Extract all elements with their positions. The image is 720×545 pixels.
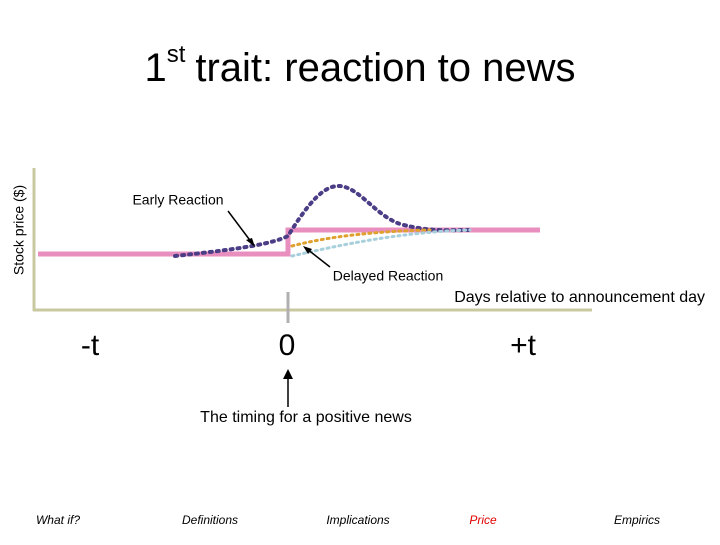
- delayed-arrow: [306, 248, 331, 268]
- nav-link[interactable]: What if?: [36, 513, 80, 527]
- nav-link[interactable]: Definitions: [182, 513, 238, 527]
- title-number: 1: [144, 46, 166, 90]
- nav-link[interactable]: Implications: [326, 513, 389, 527]
- early-arrow: [227, 210, 253, 244]
- delayed-reaction-label: Delayed Reaction: [333, 268, 444, 284]
- time-label: -t: [81, 329, 100, 362]
- time-label: +t: [510, 329, 537, 362]
- delayed-curve: [290, 228, 432, 248]
- y-axis-label: Stock price ($): [11, 185, 27, 275]
- early-arrowhead: [246, 238, 255, 247]
- time-label: 0: [279, 329, 296, 362]
- timing-label: The timing for a positive news: [200, 409, 412, 426]
- timing-arrowhead: [283, 369, 293, 379]
- title-superscript: st: [167, 41, 186, 68]
- delayed-arrowhead: [303, 246, 312, 254]
- slide-title: 1st trait: reaction to news: [144, 41, 575, 89]
- nav-link-active[interactable]: Price: [469, 513, 497, 527]
- overreaction-curve: [173, 183, 472, 258]
- x-axis-label: Days relative to announcement day: [454, 289, 705, 306]
- title-text: trait: reaction to news: [195, 46, 575, 90]
- early-reaction-label: Early Reaction: [132, 192, 223, 208]
- nav-link[interactable]: Empirics: [614, 513, 660, 527]
